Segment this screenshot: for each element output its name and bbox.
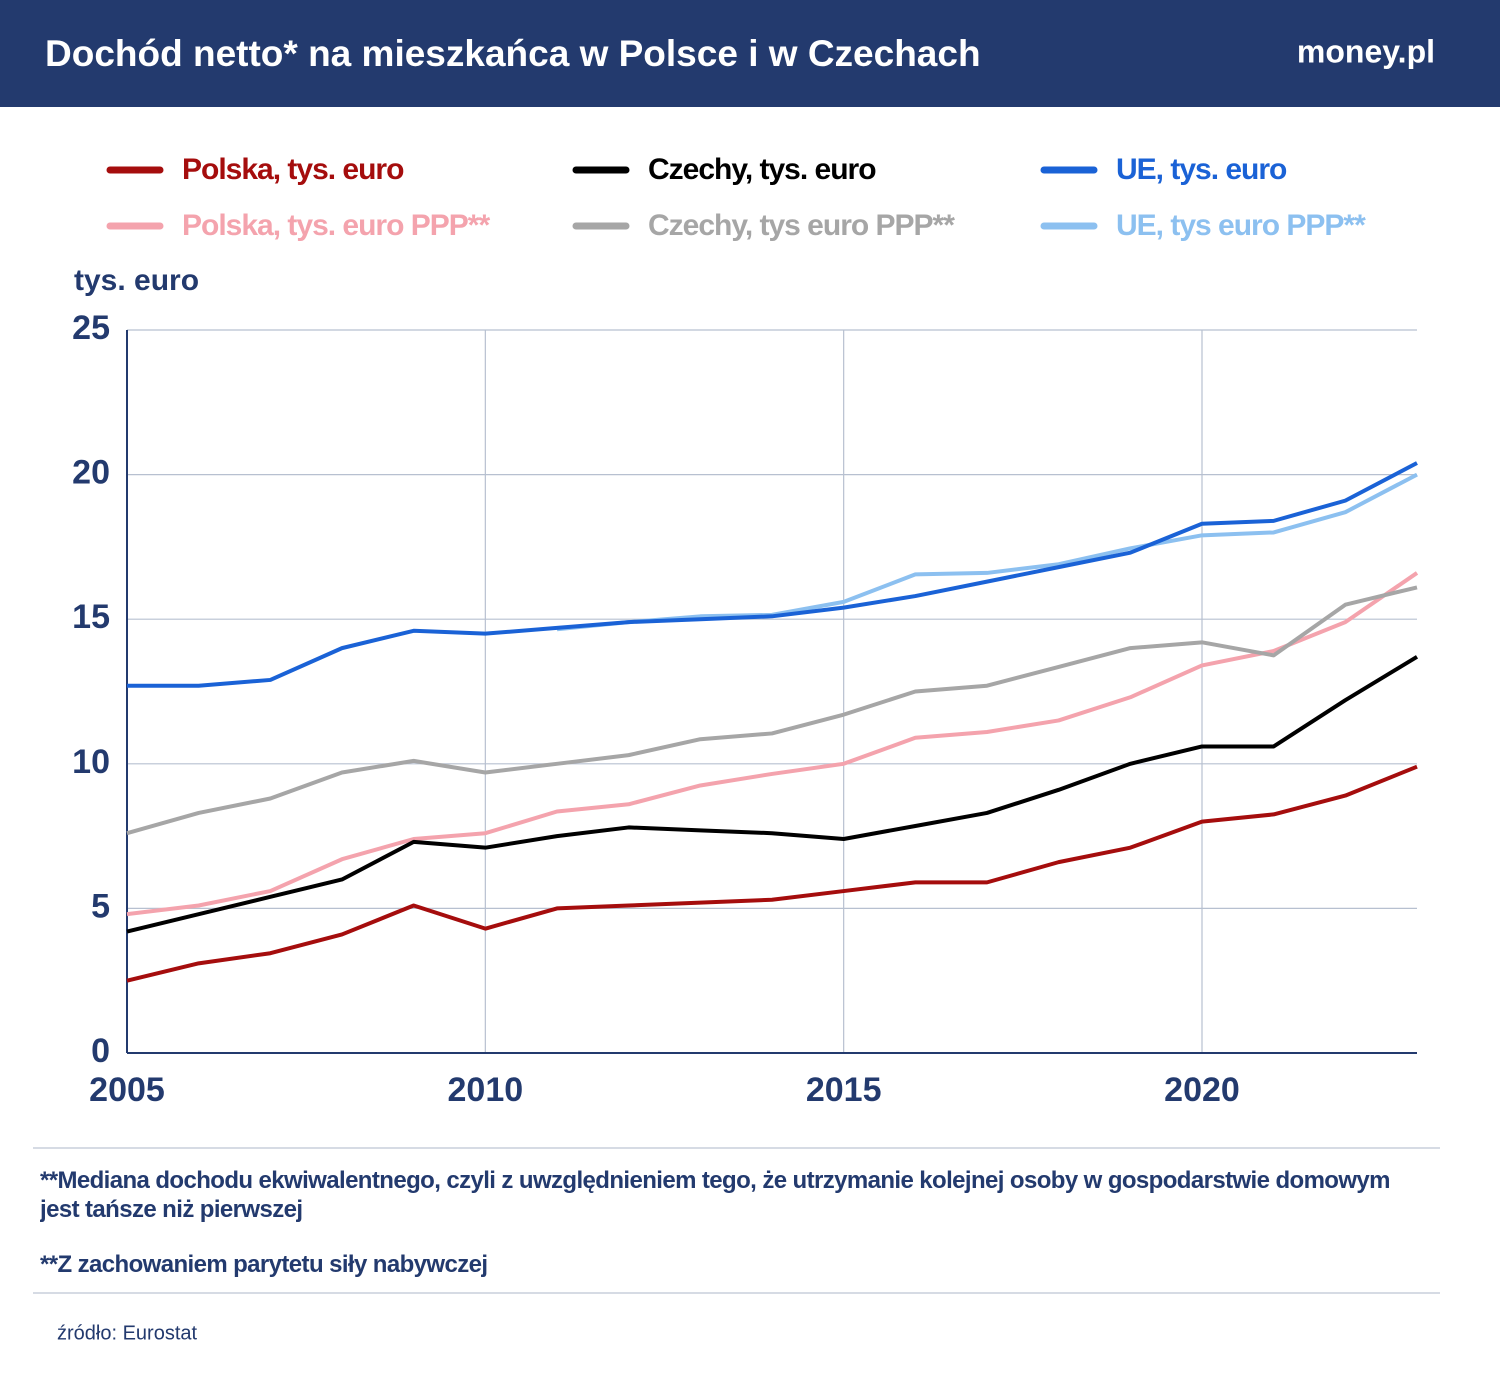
x-tick-label: 2020 — [1164, 1071, 1240, 1109]
y-tick-label: 20 — [72, 454, 110, 492]
chart-title: Dochód netto* na mieszkańca w Polsce i w… — [45, 33, 981, 74]
y-tick-label: 5 — [91, 887, 110, 925]
x-tick-label: 2010 — [448, 1071, 524, 1109]
note-text: **Mediana dochodu ekwiwalentnego, czyli … — [40, 1167, 1391, 1223]
legend-label: UE, tys euro PPP** — [1116, 209, 1366, 242]
series-line — [127, 461, 1418, 688]
legend-label: Czechy, tys euro PPP** — [648, 209, 955, 242]
logo: money.pl — [1297, 33, 1435, 69]
series-line — [556, 472, 1418, 632]
source: źródło: Eurostat — [57, 1322, 198, 1344]
y-tick-label: 10 — [72, 743, 110, 781]
series-line — [126, 764, 1418, 983]
y-axis-label: tys. euro — [74, 264, 199, 297]
y-tick-label: 0 — [91, 1032, 110, 1070]
header-bar — [0, 0, 1500, 107]
x-tick-label: 2015 — [806, 1071, 882, 1109]
series-line — [126, 585, 1418, 836]
note-text: **Z zachowaniem parytetu siły nabywczej — [40, 1251, 488, 1278]
series-line — [126, 571, 1419, 917]
legend-label: Czechy, tys. euro — [648, 153, 876, 186]
series-line — [126, 655, 1419, 934]
legend-label: Polska, tys. euro PPP** — [182, 209, 490, 242]
note: **Z zachowaniem parytetu siły nabywczej — [40, 1251, 488, 1278]
y-tick-label: 25 — [72, 309, 110, 347]
y-tick-label: 15 — [72, 598, 110, 636]
legend-label: Polska, tys. euro — [182, 153, 404, 186]
x-tick-label: 2005 — [89, 1071, 165, 1109]
legend-label: UE, tys. euro — [1116, 153, 1287, 186]
note: **Mediana dochodu ekwiwalentnego, czyli … — [40, 1167, 1391, 1223]
